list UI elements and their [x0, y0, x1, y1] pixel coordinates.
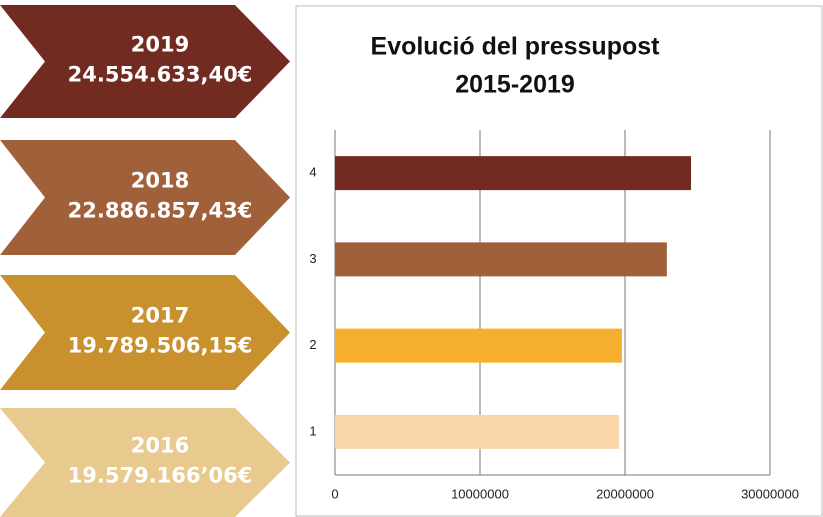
y-tick-label: 1: [309, 423, 316, 438]
panel-year: 2019: [131, 33, 189, 57]
chevron: [0, 408, 290, 517]
x-tick-label: 20000000: [596, 486, 654, 501]
bar: [335, 156, 692, 191]
chart-subtitle: 2015-2019: [455, 71, 575, 99]
x-tick-label: 30000000: [741, 486, 799, 501]
y-tick-label: 4: [309, 165, 316, 180]
panel-amount: 19.789.506,15€: [68, 334, 253, 358]
bar: [335, 242, 667, 277]
panel-amount: 22.886.857,43€: [68, 199, 253, 223]
panel-amount: 24.554.633,40€: [68, 63, 253, 87]
x-tick-label: 0: [331, 486, 338, 501]
bar: [335, 328, 622, 363]
chevron: [0, 140, 290, 255]
panel-year: 2016: [131, 434, 189, 458]
chevron: [0, 275, 290, 390]
panel-amount: 19.579.166’06€: [68, 464, 253, 488]
y-tick-label: 2: [309, 337, 316, 352]
chart-title: Evolució del pressupost: [371, 33, 661, 61]
chevron: [0, 5, 290, 118]
x-tick-label: 10000000: [451, 486, 509, 501]
bar: [335, 414, 619, 449]
panel-year: 2017: [131, 304, 189, 328]
y-tick-label: 3: [309, 251, 316, 266]
panel-year: 2018: [131, 169, 189, 193]
